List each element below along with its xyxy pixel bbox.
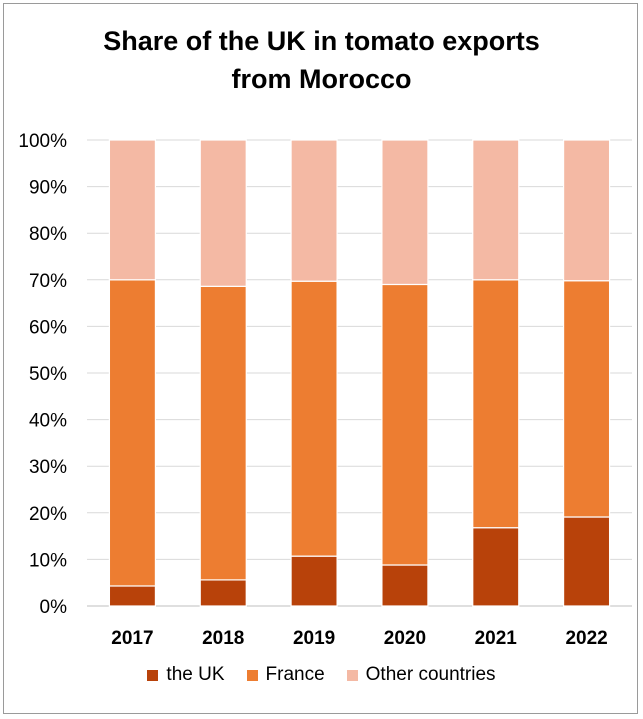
y-tick-label: 70%: [29, 271, 67, 292]
y-tick-label: 20%: [29, 504, 67, 525]
bar-segment-france: [290, 280, 338, 557]
chart-title-line-1: Share of the UK in tomato exports: [103, 26, 540, 56]
y-tick-label: 100%: [18, 131, 67, 152]
bar-segment-france: [199, 285, 247, 581]
y-tick-label: 90%: [29, 178, 67, 199]
bar-segment-france: [108, 279, 157, 587]
x-tick-label: 2021: [475, 628, 518, 649]
bar-segment-other-countries: [199, 139, 247, 287]
legend-label-uk: the UK: [166, 664, 225, 685]
chart-title: Share of the UK in tomato exports from M…: [0, 22, 643, 98]
bar-segment-other-countries: [108, 139, 157, 281]
y-tick-label: 60%: [29, 317, 67, 338]
legend-swatch-uk: [147, 669, 159, 681]
y-tick-label: 50%: [29, 364, 67, 385]
legend-label-france: France: [265, 664, 325, 685]
legend-item-other: Other countries: [346, 664, 496, 686]
bar-segment-the-uk: [562, 516, 611, 607]
bar-segment-the-uk: [472, 527, 520, 607]
bar-segment-other-countries: [562, 139, 611, 282]
x-tick-label: 2019: [293, 628, 335, 649]
x-tick-label: 2018: [202, 628, 244, 649]
bar-segment-the-uk: [108, 585, 157, 607]
bar-segment-france: [381, 283, 429, 566]
legend-swatch-france: [246, 669, 258, 681]
chart-title-line-2: from Morocco: [231, 64, 412, 94]
bar-segment-other-countries: [381, 139, 429, 286]
y-tick-label: 10%: [29, 550, 67, 571]
legend-item-uk: the UK: [147, 664, 225, 686]
legend: the UK France Other countries: [0, 664, 643, 686]
bar-segment-the-uk: [381, 564, 429, 607]
bar-segment-other-countries: [472, 139, 520, 281]
bar-segment-other-countries: [290, 139, 338, 282]
y-tick-label: 30%: [29, 457, 67, 478]
legend-item-france: France: [246, 664, 325, 686]
bar-segment-the-uk: [199, 579, 247, 607]
x-tick-label: 2017: [111, 628, 153, 649]
y-tick-label: 40%: [29, 411, 67, 432]
x-tick-label: 2020: [384, 628, 426, 649]
y-tick-label: 80%: [29, 224, 67, 245]
x-tick-label: 2022: [565, 628, 607, 649]
y-tick-label: 0%: [40, 597, 68, 618]
bar-segment-france: [472, 279, 520, 529]
legend-label-other: Other countries: [365, 664, 496, 685]
legend-swatch-other: [346, 669, 358, 681]
bar-segment-france: [562, 280, 611, 518]
bar-segment-the-uk: [290, 555, 338, 607]
